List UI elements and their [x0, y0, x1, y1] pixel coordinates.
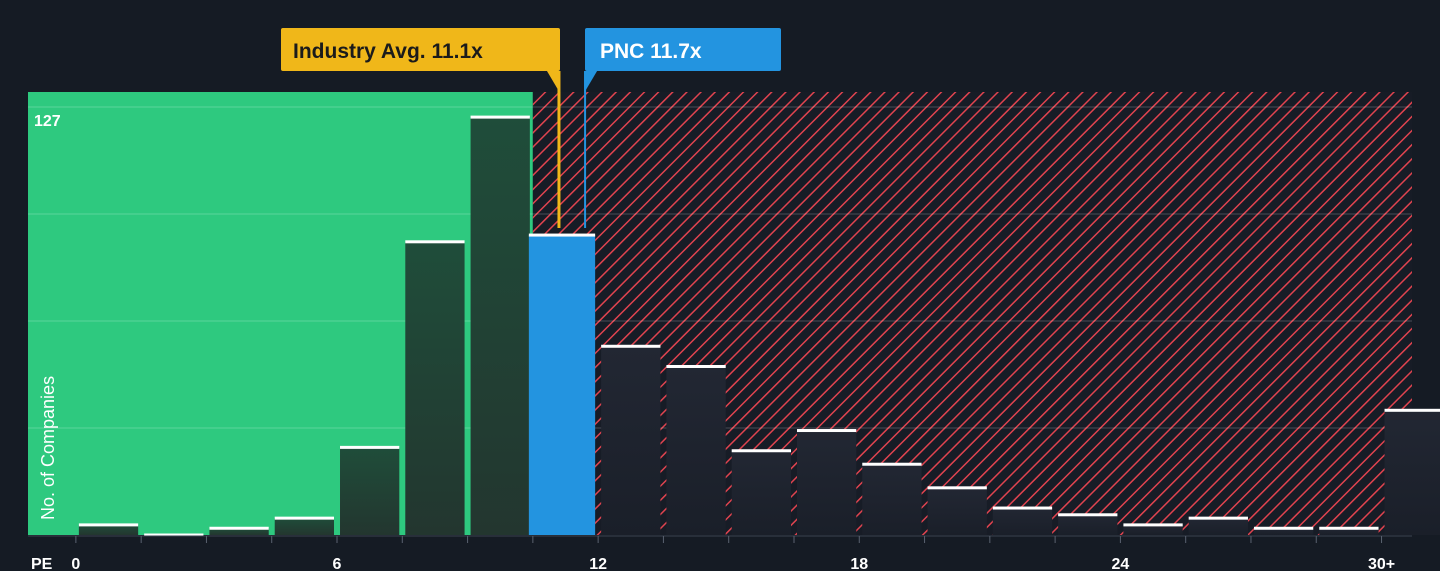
bar-cap	[470, 115, 530, 119]
bar-cap	[862, 462, 922, 466]
x-tick-label: 6	[333, 556, 342, 571]
bar-cap	[528, 233, 596, 237]
x-tick-label: 18	[850, 556, 868, 571]
x-tick-label: 12	[589, 556, 607, 571]
bar-cap	[992, 506, 1053, 510]
bar-cap	[78, 523, 139, 527]
company-box	[585, 28, 781, 71]
histogram-bar	[1384, 410, 1440, 535]
histogram-bar	[528, 235, 596, 535]
x-tick-label: 30+	[1368, 556, 1395, 571]
bar-cap	[1058, 513, 1118, 517]
histogram-bar	[927, 487, 987, 535]
bar-cap	[1123, 523, 1183, 527]
histogram-bar	[862, 464, 922, 535]
histogram-bar	[1123, 524, 1183, 535]
histogram-bar	[796, 430, 857, 535]
histogram-bars	[78, 115, 1440, 537]
histogram-bar	[666, 366, 726, 535]
industry-average-callout: Industry Avg. 11.1x	[281, 28, 560, 71]
x-axis-title: PE	[31, 556, 53, 571]
histogram-bar	[1319, 528, 1379, 535]
bar-cap	[731, 449, 791, 453]
value-markers	[557, 71, 587, 228]
y-axis-title: No. of Companies	[38, 376, 58, 520]
histogram-bar	[274, 518, 335, 535]
company-callout: PNC 11.7x	[585, 28, 781, 71]
bar-cap	[1253, 526, 1314, 530]
histogram-bar	[470, 117, 530, 536]
company-label: PNC 11.7x	[600, 40, 702, 63]
histogram-bar	[405, 241, 465, 535]
bar-cap	[405, 240, 465, 244]
bar-cap	[927, 486, 987, 490]
histogram-bar	[1253, 528, 1314, 535]
bar-cap	[601, 344, 661, 348]
callouts: Industry Avg. 11.1x PNC 11.7x	[281, 28, 781, 93]
bar-cap	[666, 364, 726, 368]
histogram-bar	[992, 508, 1053, 535]
histogram-bar	[78, 524, 139, 535]
x-tick-label: 24	[1112, 556, 1130, 571]
histogram-bar	[601, 346, 661, 535]
industry-callout-pointer	[546, 71, 560, 93]
company-callout-pointer	[584, 71, 598, 93]
bar-cap	[1188, 516, 1248, 520]
bar-cap	[274, 516, 335, 520]
histogram-bar	[209, 528, 269, 535]
bar-cap	[1319, 526, 1379, 530]
x-tick-label: 0	[71, 556, 80, 571]
overvalued-zone	[532, 92, 1412, 535]
x-axis: 0 6 12 18 24 30+	[28, 535, 1412, 571]
bar-cap	[1384, 408, 1440, 412]
bar-cap	[340, 445, 400, 449]
industry-average-label: Industry Avg. 11.1x	[293, 40, 483, 63]
bar-cap	[796, 429, 857, 433]
y-max-label: 127	[34, 113, 61, 130]
bar-cap	[144, 533, 204, 537]
histogram-bar	[1188, 518, 1248, 535]
bar-cap	[209, 526, 269, 530]
histogram-bar	[340, 447, 400, 535]
industry-average-box	[281, 28, 560, 71]
histogram-bar	[731, 450, 791, 535]
histogram-bar	[1058, 514, 1118, 535]
